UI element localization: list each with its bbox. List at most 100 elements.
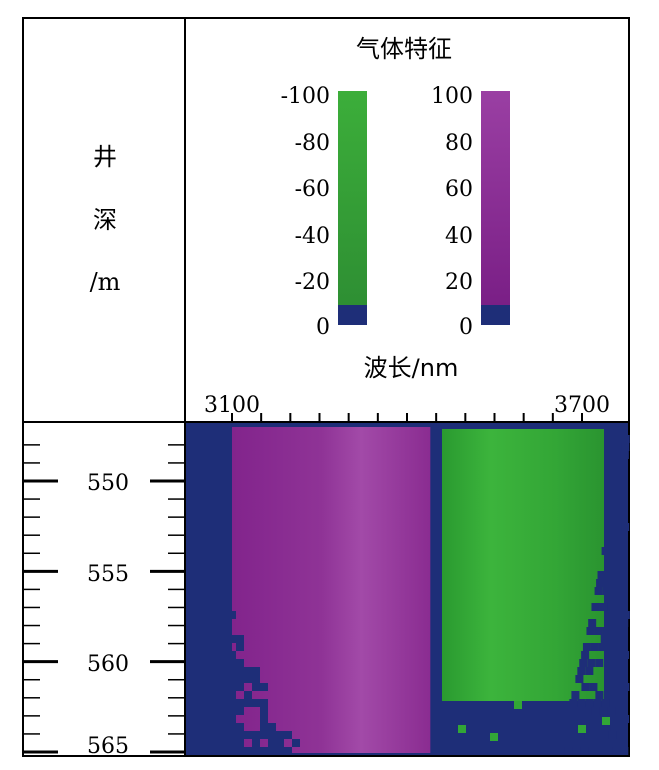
noise-cell (618, 475, 627, 483)
noise-cell (597, 571, 606, 579)
noise-cell (601, 547, 610, 555)
noise-cell (604, 531, 613, 539)
noise-cell (236, 659, 244, 667)
noise-cell (564, 747, 573, 755)
noise-cell (244, 675, 252, 683)
noise-cell (618, 539, 627, 547)
noise-cell (196, 619, 204, 627)
noise-cell (196, 531, 204, 539)
noise-cell (585, 699, 594, 707)
noise-cell (276, 731, 284, 739)
noise-cell (599, 707, 608, 715)
noise-cell (582, 643, 591, 651)
noise-cell (204, 579, 212, 587)
noise-cell (607, 603, 616, 611)
noise-cell (196, 683, 204, 691)
noise-cell (228, 699, 236, 707)
noise-cell (576, 731, 585, 739)
noise-cell (606, 739, 615, 747)
noise-cell (619, 691, 628, 699)
noise-cell (260, 723, 268, 731)
purple-tick-label: 100 (431, 84, 473, 109)
noise-cell (212, 611, 220, 619)
noise-cell (212, 667, 220, 675)
noise-cell (573, 715, 582, 723)
noise-cell (252, 667, 260, 675)
noise-cell (588, 747, 597, 755)
noise-cell (621, 715, 630, 723)
noise-cell (220, 595, 228, 603)
x-axis-ticks (231, 413, 583, 422)
noise-cell (615, 707, 624, 715)
noise-cell (188, 595, 196, 603)
noise-cell (602, 723, 611, 731)
noise-cell (196, 539, 204, 547)
noise-cell (593, 699, 602, 707)
noise-cell (188, 667, 196, 675)
purple-colorbar-ticks: 100 80 60 40 20 0 (431, 84, 473, 340)
noise-cell (196, 723, 204, 731)
noise-cell (252, 699, 260, 707)
noise-cell (188, 499, 196, 507)
noise-cell (590, 643, 599, 651)
noise-cell (204, 643, 212, 651)
noise-cell (196, 667, 204, 675)
noise-cell (260, 683, 268, 691)
noise-cell (607, 707, 616, 715)
noise-cell (609, 547, 618, 555)
noise-cell (188, 683, 196, 691)
noise-cell (252, 683, 260, 691)
noise-cell (586, 723, 595, 731)
noise-cell (620, 747, 629, 755)
noise-cell (268, 739, 276, 747)
noise-cell (581, 683, 590, 691)
noise-cell (608, 731, 617, 739)
green-tick-label: -80 (295, 131, 330, 156)
noise-cell (220, 715, 228, 723)
noise-cell (188, 523, 196, 531)
noise-cell (196, 579, 204, 587)
noise-cell (584, 731, 593, 739)
noise-cell (616, 635, 625, 643)
noise-cell (565, 715, 574, 723)
purple-tick-label: 60 (445, 177, 473, 202)
noise-cell (268, 723, 276, 731)
noise-cell (260, 699, 268, 707)
green-band (442, 429, 604, 701)
noise-cell (204, 563, 212, 571)
noise-cell (188, 611, 196, 619)
noise-cell (212, 563, 220, 571)
noise-cell (594, 587, 603, 595)
noise-cell (188, 475, 196, 483)
noise-cell (196, 547, 204, 555)
noise-cell (621, 611, 630, 619)
green-tick-label: -100 (281, 84, 330, 109)
noise-cell (204, 539, 212, 547)
noise-cell (608, 635, 617, 643)
noise-cell (594, 627, 603, 635)
purple-band (232, 427, 431, 753)
noise-cell (220, 683, 228, 691)
noise-cell (556, 747, 565, 755)
noise-cell (598, 643, 607, 651)
noise-cell (204, 739, 212, 747)
noise-cell (597, 715, 606, 723)
noise-cell (188, 715, 196, 723)
noise-cell (204, 619, 212, 627)
noise-cell (196, 603, 204, 611)
y-axis-label-char-3: /m (90, 268, 121, 296)
x-axis-label: 波长/nm (364, 354, 459, 382)
noise-cell (204, 587, 212, 595)
noise-cell (602, 717, 610, 725)
noise-cell (560, 731, 569, 739)
noise-cell (604, 619, 613, 627)
green-tick-label: -40 (295, 224, 330, 249)
noise-cell (252, 675, 260, 683)
noise-cell (581, 715, 590, 723)
noise-cell (204, 571, 212, 579)
noise-cell (591, 603, 600, 611)
noise-cell (188, 731, 196, 739)
noise-cell (228, 667, 236, 675)
purple-tick-label: 80 (445, 131, 473, 156)
